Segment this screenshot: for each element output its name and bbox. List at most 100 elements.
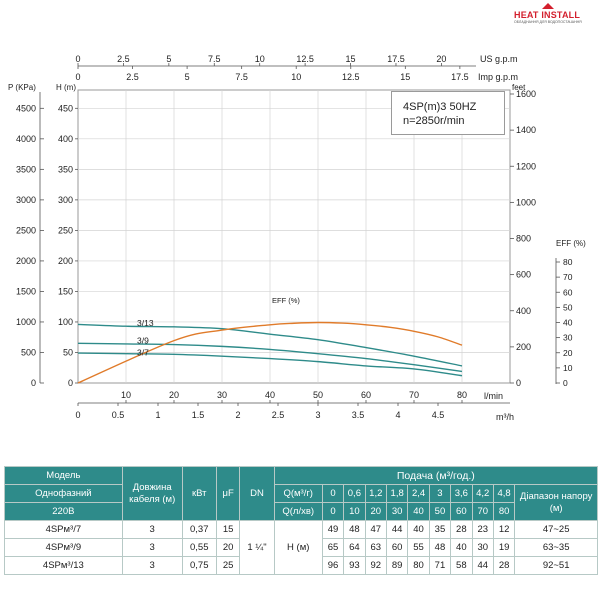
- q-m3h-cell: 3: [428, 484, 452, 503]
- row-cable: 3: [121, 556, 183, 575]
- us-tick-label: 2.5: [117, 54, 130, 64]
- q-lmin-cell: 60: [450, 502, 473, 521]
- p-tick-label: 3000: [16, 195, 36, 205]
- h-tick-label: 0: [68, 378, 73, 388]
- q-m3h-cell: 4,2: [471, 484, 494, 503]
- head-cell: 30: [471, 538, 494, 557]
- lmin-axis-label: l/min: [484, 391, 503, 401]
- eff-tick-label: 20: [563, 348, 573, 358]
- header-range: Діапазон напору (м): [514, 484, 598, 521]
- lmin-tick-label: 60: [361, 390, 371, 400]
- feet-tick-label: 1200: [516, 161, 536, 171]
- model-line-2: n=2850r/min: [403, 115, 465, 127]
- q-m3h-cell: 0,6: [343, 484, 366, 503]
- head-cell: 44: [385, 520, 409, 539]
- p-axis-label: P (KPa): [8, 83, 36, 92]
- eff-tick-label: 10: [563, 363, 573, 373]
- p-tick-label: 3500: [16, 164, 36, 174]
- imp-tick-label: 17.5: [451, 72, 469, 82]
- us-tick-label: 10: [255, 54, 265, 64]
- feet-tick-label: 400: [516, 306, 531, 316]
- dn-value: 1 ¼": [239, 520, 275, 575]
- row-cable: 3: [121, 538, 183, 557]
- imp-tick-label: 15: [400, 72, 410, 82]
- header-cable: Довжина кабеля (м): [121, 466, 183, 521]
- table-header-row-1: Модель Довжина кабеля (м) кВт μF DN Пода…: [4, 466, 599, 521]
- head-cell: 40: [407, 520, 430, 539]
- m3h-tick-label: 0.5: [112, 410, 125, 420]
- m3h-tick-label: 3.5: [352, 410, 365, 420]
- header-q-lmin: Q(л/хв): [273, 502, 323, 521]
- table-row: 4SPм³/13 3 0,75 25 96 93 92 89 80 71 58 …: [4, 556, 598, 575]
- header-supply: Подача (м³/год.): [273, 466, 599, 485]
- eff-tick-label: 80: [563, 257, 573, 267]
- row-model: 4SPм³/13: [4, 556, 123, 575]
- head-cell: 48: [428, 538, 452, 557]
- lmin-tick-label: 80: [457, 390, 467, 400]
- head-cell: 49: [321, 520, 345, 539]
- us-tick-label: 12.5: [296, 54, 314, 64]
- h-tick-label: 450: [58, 103, 73, 113]
- feet-tick-label: 800: [516, 234, 531, 244]
- us-tick-label: 5: [166, 54, 171, 64]
- head-curve-3-7: [77, 352, 463, 377]
- q-lmin-cell: 70: [471, 502, 494, 521]
- us-tick-label: 7.5: [208, 54, 221, 64]
- lmin-tick-label: 20: [169, 390, 179, 400]
- lmin-tick-label: 10: [121, 390, 131, 400]
- us-tick-label: 0: [75, 54, 80, 64]
- q-m3h-cell: 0: [321, 484, 345, 503]
- head-label: H (м): [273, 520, 323, 575]
- header-dn: DN: [239, 466, 275, 521]
- q-lmin-cell: 30: [385, 502, 409, 521]
- head-cell: 71: [428, 556, 452, 575]
- header-phase: Однофазний: [4, 484, 123, 503]
- imp-axis-label: Imp g.p.m: [478, 72, 518, 82]
- row-kw: 0,37: [181, 520, 217, 539]
- h-tick-label: 350: [58, 164, 73, 174]
- header-model: Модель: [4, 466, 123, 485]
- feet-tick-label: 600: [516, 270, 531, 280]
- feet-tick-label: 1000: [516, 197, 536, 207]
- m3h-tick-label: 2.5: [272, 410, 285, 420]
- head-cell: 64: [343, 538, 366, 557]
- eff-tick-label: 30: [563, 333, 573, 343]
- eff-tick-label: 60: [563, 287, 573, 297]
- imp-tick-label: 12.5: [342, 72, 360, 82]
- head-cell: 93: [343, 556, 366, 575]
- head-cell: 96: [321, 556, 345, 575]
- head-cell: 28: [450, 520, 473, 539]
- head-cell: 63: [364, 538, 387, 557]
- head-cell: 28: [492, 556, 516, 575]
- row-range: 92~51: [514, 556, 598, 575]
- header-q-m3h: Q(м³/г): [273, 484, 323, 503]
- q-m3h-cell: 4,8: [492, 484, 516, 503]
- p-tick-label: 2500: [16, 225, 36, 235]
- head-cell: 12: [492, 520, 516, 539]
- axes: [39, 63, 560, 406]
- table-row: 4SPм³/9 3 0,55 20 65 64 63 60 55 48 40 3…: [4, 538, 598, 557]
- head-cell: 89: [385, 556, 409, 575]
- q-m3h-cell: 2,4: [407, 484, 430, 503]
- q-lmin-cell: 40: [407, 502, 430, 521]
- grid-lines: [78, 90, 510, 383]
- imp-tick-label: 0: [75, 72, 80, 82]
- head-cell: 80: [407, 556, 430, 575]
- h-tick-label: 200: [58, 256, 73, 266]
- header-uf: μF: [215, 466, 241, 521]
- imp-tick-label: 7.5: [235, 72, 248, 82]
- feet-tick-label: 0: [516, 378, 521, 388]
- h-tick-label: 150: [58, 286, 73, 296]
- row-model: 4SPм³/7: [4, 520, 123, 539]
- row-uf: 20: [215, 538, 241, 557]
- us-tick-label: 17.5: [387, 54, 405, 64]
- eff-curve-label: EFF (%): [272, 296, 300, 305]
- curve-label: 3/9: [137, 336, 149, 346]
- eff-tick-label: 70: [563, 272, 573, 282]
- h-tick-label: 250: [58, 225, 73, 235]
- m3h-tick-label: 4.5: [432, 410, 445, 420]
- head-cell: 58: [450, 556, 473, 575]
- row-cable: 3: [121, 520, 183, 539]
- row-uf: 25: [215, 556, 241, 575]
